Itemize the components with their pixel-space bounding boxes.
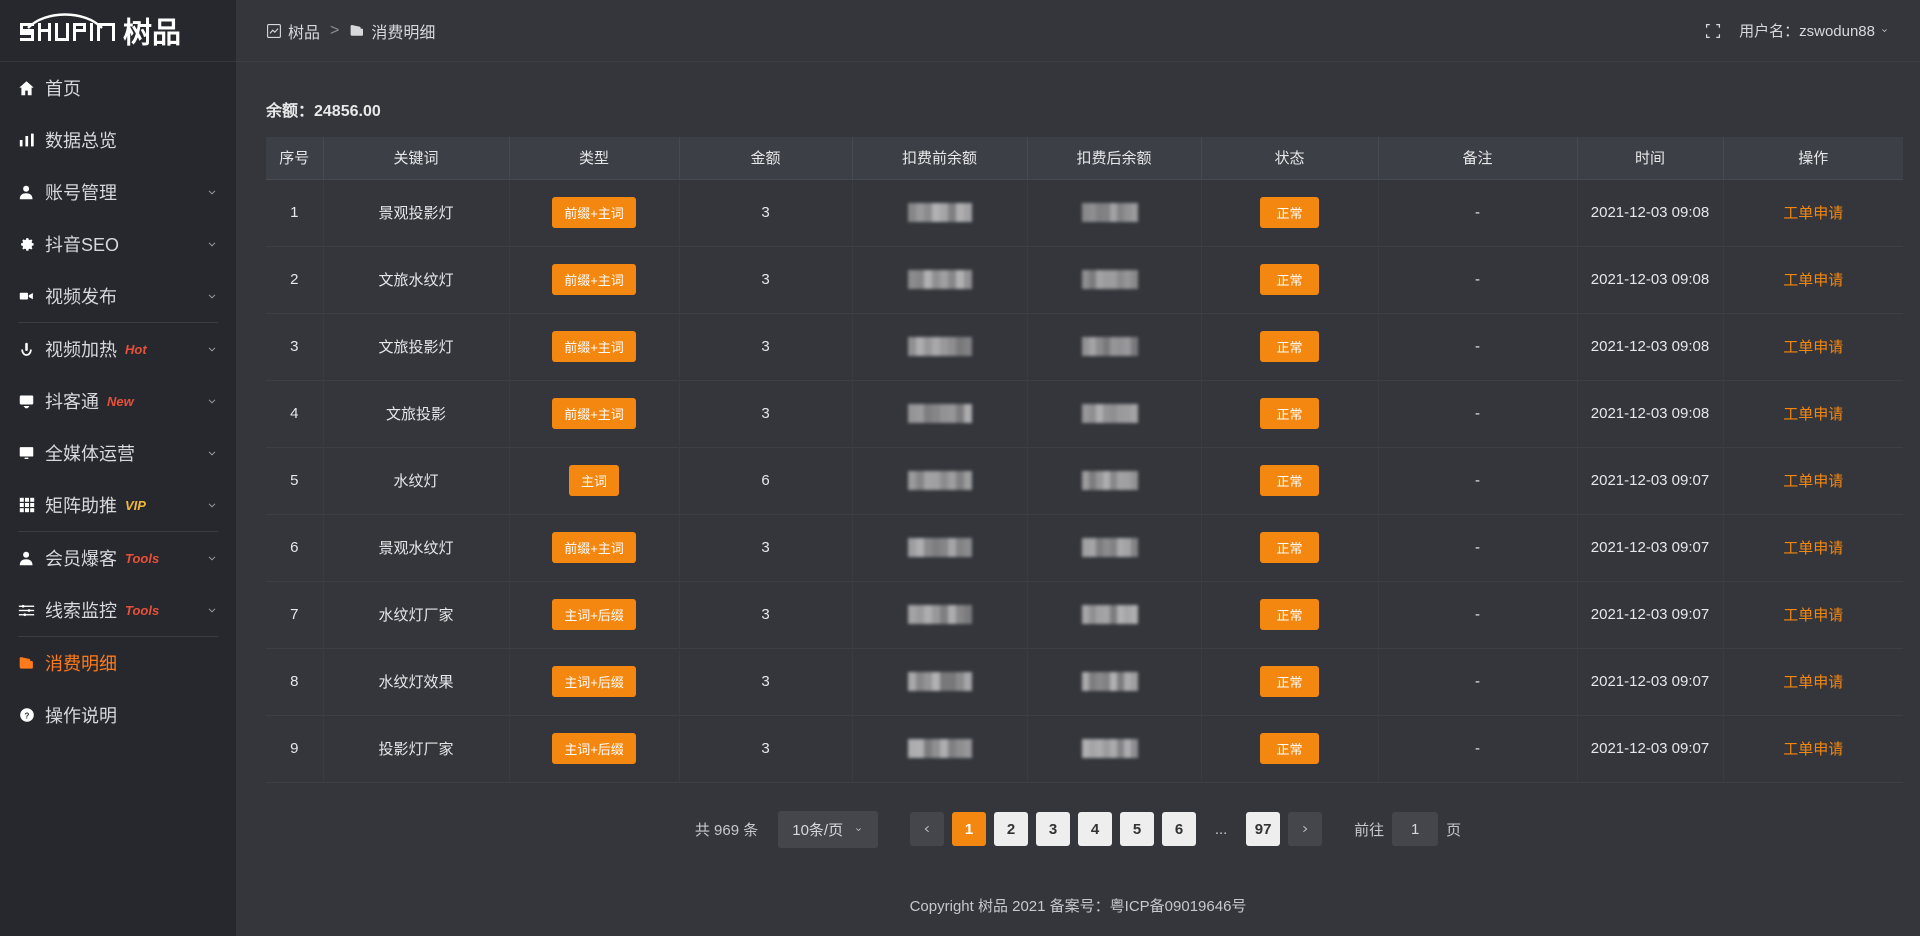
svg-text:?: ? [24,711,29,720]
svg-text:树品: 树品 [123,16,181,49]
